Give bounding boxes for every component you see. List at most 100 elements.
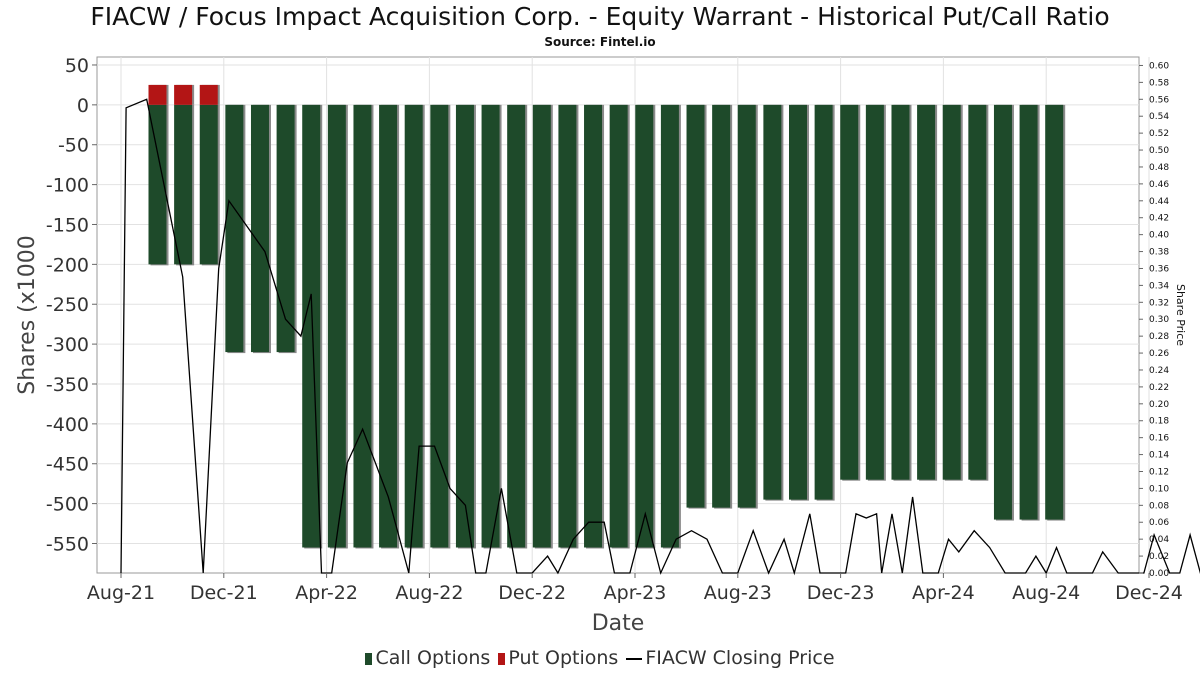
call-bar <box>814 104 833 500</box>
x-tick-label: Apr-22 <box>295 582 358 604</box>
call-bar <box>250 104 269 353</box>
y2-tick-label: 0.34 <box>1149 281 1169 291</box>
y2-tick-label: 0.52 <box>1149 129 1169 139</box>
legend: Call Options Put Options FIACW Closing P… <box>0 647 1200 669</box>
put-bar <box>148 84 167 105</box>
call-bar <box>174 104 193 265</box>
y-tick-label: -400 <box>46 414 89 436</box>
y2-tick-label: 0.18 <box>1149 417 1169 427</box>
price-swatch <box>626 657 643 660</box>
y-tick-label: -200 <box>46 254 89 276</box>
y2-tick-label: 0.38 <box>1149 248 1169 258</box>
call-bar <box>660 104 679 548</box>
y-tick-label: 50 <box>65 55 89 77</box>
y2-tick-label: 0.22 <box>1149 383 1169 393</box>
call-bar <box>865 104 884 480</box>
y2-tick-label: 0.06 <box>1149 518 1169 528</box>
call-bar <box>609 104 628 548</box>
call-bar <box>993 104 1012 520</box>
x-axis-label: Date <box>592 611 645 636</box>
call-bar <box>635 104 654 548</box>
y2-tick-label: 0.56 <box>1149 95 1169 105</box>
call-bar <box>686 104 705 508</box>
call-bar <box>507 104 526 548</box>
y2-tick-label: 0.32 <box>1149 298 1169 308</box>
legend-item-price: FIACW Closing Price <box>626 647 835 669</box>
y2-tick-label: 0.40 <box>1149 231 1169 241</box>
x-tick-label: Aug-21 <box>87 582 155 604</box>
call-bar <box>276 104 295 353</box>
chart-title: FIACW / Focus Impact Acquisition Corp. -… <box>90 2 1110 31</box>
legend-item-call: Call Options <box>365 647 490 669</box>
x-tick-label: Apr-23 <box>604 582 667 604</box>
y2-tick-label: 0.08 <box>1149 501 1169 511</box>
call-bar <box>737 104 756 508</box>
y2-tick-label: 0.44 <box>1149 197 1169 207</box>
put-bar <box>199 84 218 105</box>
y2-tick-label: 0.10 <box>1149 484 1169 494</box>
y2-tick-label: 0.24 <box>1149 366 1169 376</box>
y2-tick-label: 0.36 <box>1149 264 1169 274</box>
y2-tick-label: 0.02 <box>1149 552 1169 562</box>
y-tick-label: 0 <box>77 95 89 117</box>
x-tick-label: Apr-24 <box>912 582 975 604</box>
call-bar <box>789 104 807 500</box>
x-tick-label: Aug-23 <box>704 582 772 604</box>
y2-tick-label: 0.28 <box>1149 332 1169 342</box>
x-tick-label: Dec-22 <box>498 582 566 604</box>
put-bar <box>174 84 193 105</box>
y2-tick-label: 0.42 <box>1149 214 1169 224</box>
call-bar <box>763 104 782 500</box>
x-tick-label: Dec-21 <box>190 582 258 604</box>
y-tick-label: -350 <box>46 374 89 396</box>
call-bar <box>840 104 859 480</box>
call-bar <box>225 104 244 353</box>
call-bar <box>558 104 577 548</box>
y2-tick-label: 0.46 <box>1149 180 1169 190</box>
x-tick-label: Aug-24 <box>1012 582 1080 604</box>
legend-item-put: Put Options <box>498 647 618 669</box>
y-tick-label: -500 <box>46 494 89 516</box>
call-bar <box>891 104 910 480</box>
y-tick-label: -50 <box>58 135 89 157</box>
price-polyline <box>120 98 1200 576</box>
legend-put-label: Put Options <box>508 647 619 669</box>
y-tick-label: -550 <box>46 533 89 555</box>
call-bar <box>942 104 961 480</box>
call-bar <box>199 104 218 265</box>
y2-tick-label: 0.16 <box>1149 434 1169 444</box>
y-tick-label: -300 <box>46 334 89 356</box>
y2-tick-label: 0.26 <box>1149 349 1169 359</box>
y2-tick-label: 0.00 <box>1149 569 1169 579</box>
call-bar <box>148 104 167 265</box>
x-tick-label: Dec-23 <box>807 582 875 604</box>
call-bar <box>353 104 372 548</box>
y2-tick-label: 0.20 <box>1149 400 1169 410</box>
call-bar <box>379 104 398 548</box>
y2-tick-label: 0.04 <box>1149 535 1169 545</box>
y2-tick-label: 0.50 <box>1149 146 1169 156</box>
call-bar <box>968 104 987 480</box>
call-bar <box>455 104 474 548</box>
y-tick-label: -150 <box>46 214 89 236</box>
legend-price-label: FIACW Closing Price <box>645 647 835 669</box>
call-bar <box>532 104 551 548</box>
chart-subtitle: Source: Fintel.io <box>544 35 656 49</box>
call-bar <box>404 104 423 548</box>
call-bar <box>1019 104 1038 520</box>
x-tick-label: Dec-24 <box>1115 582 1183 604</box>
y2-tick-label: 0.12 <box>1149 467 1169 477</box>
y2-axis-label: Share Price <box>1174 284 1187 346</box>
axes: 50 0 -50 -100 -150 -200 -250 -300 -350 -400 -450 -5… <box>15 55 1187 636</box>
x-tick-label: Aug-22 <box>395 582 463 604</box>
call-bar <box>327 104 346 548</box>
y-tick-label: -450 <box>46 454 89 476</box>
y2-tick-label: 0.58 <box>1149 78 1169 88</box>
y2-tick-label: 0.14 <box>1149 451 1169 461</box>
put-swatch <box>498 652 506 665</box>
y2-tick-label: 0.48 <box>1149 163 1169 173</box>
call-bar <box>917 104 936 480</box>
y-axis-label: Shares (x1000 <box>15 235 40 395</box>
y2-tick-label: 0.60 <box>1149 61 1169 71</box>
